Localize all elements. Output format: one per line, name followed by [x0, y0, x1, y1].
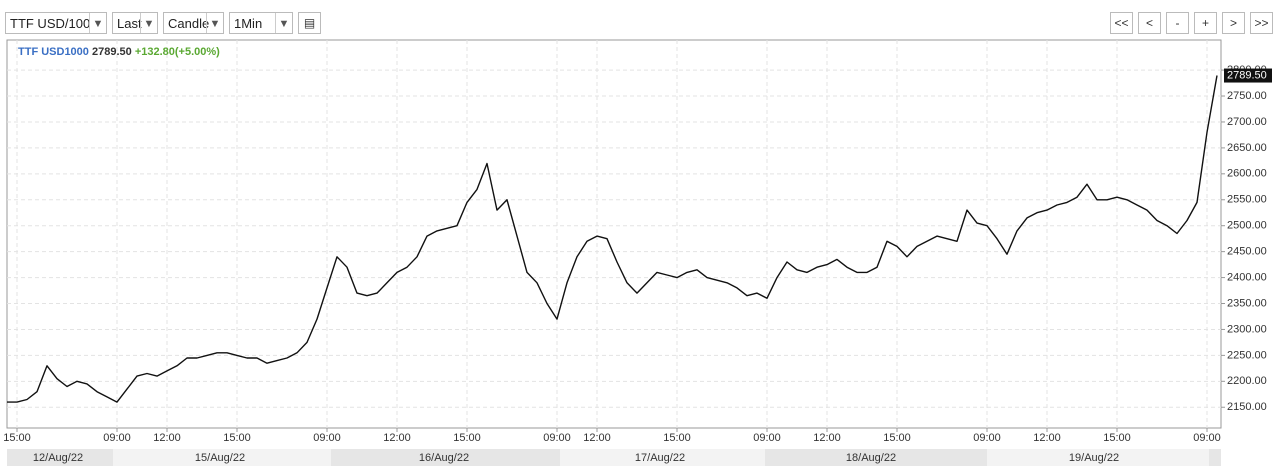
x-tick-label: 09:00 [973, 432, 1001, 444]
nav-button[interactable]: - [1166, 12, 1189, 34]
y-tick-label: 2700.00 [1227, 116, 1267, 128]
x-tick-label: 15:00 [223, 432, 251, 444]
x-tick-label: 12:00 [153, 432, 181, 444]
x-tick-label: 15:00 [1103, 432, 1131, 444]
interval-select[interactable]: 1Min ▼ [229, 12, 293, 34]
x-tick-label: 09:00 [543, 432, 571, 444]
settings-button[interactable]: ▤ [298, 12, 321, 34]
plot-frame [6, 39, 1222, 429]
x-tick-label: 12:00 [1033, 432, 1061, 444]
date-band [987, 449, 1209, 466]
date-band [331, 449, 560, 466]
last-price-tag [1224, 68, 1272, 83]
x-tick-label: 12:00 [813, 432, 841, 444]
y-tick-label: 2200.00 [1227, 375, 1267, 387]
y-tick-label: 2600.00 [1227, 168, 1267, 180]
chart-type: Candle [168, 16, 210, 31]
y-tick-label: 2300.00 [1227, 323, 1267, 335]
date-label: 18/Aug/22 [846, 452, 896, 464]
y-tick-label: 2500.00 [1227, 220, 1267, 232]
date-label: 16/Aug/22 [419, 452, 469, 464]
date-label: 12/Aug/22 [33, 452, 83, 464]
date-band [7, 449, 113, 466]
legend-symbol: TTF USD1000 [18, 46, 89, 58]
grid [7, 40, 1221, 428]
date-band [765, 449, 987, 466]
interval: 1Min [234, 16, 263, 31]
y-tick-label: 2250.00 [1227, 349, 1267, 361]
x-tick-label: 12:00 [583, 432, 611, 444]
price-select[interactable]: Last ▼ [112, 12, 158, 34]
legend: TTF USD1000 2789.50 +132.80(+5.00%) [18, 46, 220, 58]
chart-type-select[interactable]: Candle ▼ [163, 12, 224, 34]
x-tick-label: 09:00 [1193, 432, 1221, 444]
date-band [560, 449, 765, 466]
x-tick-label: 15:00 [663, 432, 691, 444]
x-tick-label: 15:00 [883, 432, 911, 444]
nav-button[interactable]: >> [1250, 12, 1273, 34]
y-tick-label: 2750.00 [1227, 90, 1267, 102]
legend-last: 2789.50 [92, 46, 132, 58]
y-tick-label: 2150.00 [1227, 401, 1267, 413]
date-label: 15/Aug/22 [195, 452, 245, 464]
y-tick-label: 2650.00 [1227, 142, 1267, 154]
last-price-label: 2789.50 [1227, 69, 1267, 81]
date-band [1209, 449, 1221, 466]
price-type: Last [117, 16, 142, 31]
x-tick-label: 09:00 [103, 432, 131, 444]
y-tick-label: 2350.00 [1227, 297, 1267, 309]
y-tick-label: 2450.00 [1227, 246, 1267, 258]
y-tick-label: 2400.00 [1227, 271, 1267, 283]
nav-button[interactable]: > [1222, 12, 1245, 34]
x-tick-label: 09:00 [753, 432, 781, 444]
symbol: TTF USD/100 [10, 16, 91, 31]
date-label: 19/Aug/22 [1069, 452, 1119, 464]
nav-button[interactable]: < [1138, 12, 1161, 34]
date-band [113, 449, 331, 466]
date-label: 17/Aug/22 [635, 452, 685, 464]
legend-change: +132.80(+5.00%) [135, 46, 220, 58]
x-tick-label: 12:00 [383, 432, 411, 444]
x-tick-label: 15:00 [453, 432, 481, 444]
price-line [7, 75, 1218, 403]
x-tick-label: 09:00 [313, 432, 341, 444]
symbol-select[interactable]: TTF USD/100 ▼ [5, 12, 107, 34]
x-tick-label: 15:00 [3, 432, 31, 444]
nav-button[interactable]: << [1110, 12, 1133, 34]
y-tick-label: 2550.00 [1227, 194, 1267, 206]
nav-button[interactable]: + [1194, 12, 1217, 34]
